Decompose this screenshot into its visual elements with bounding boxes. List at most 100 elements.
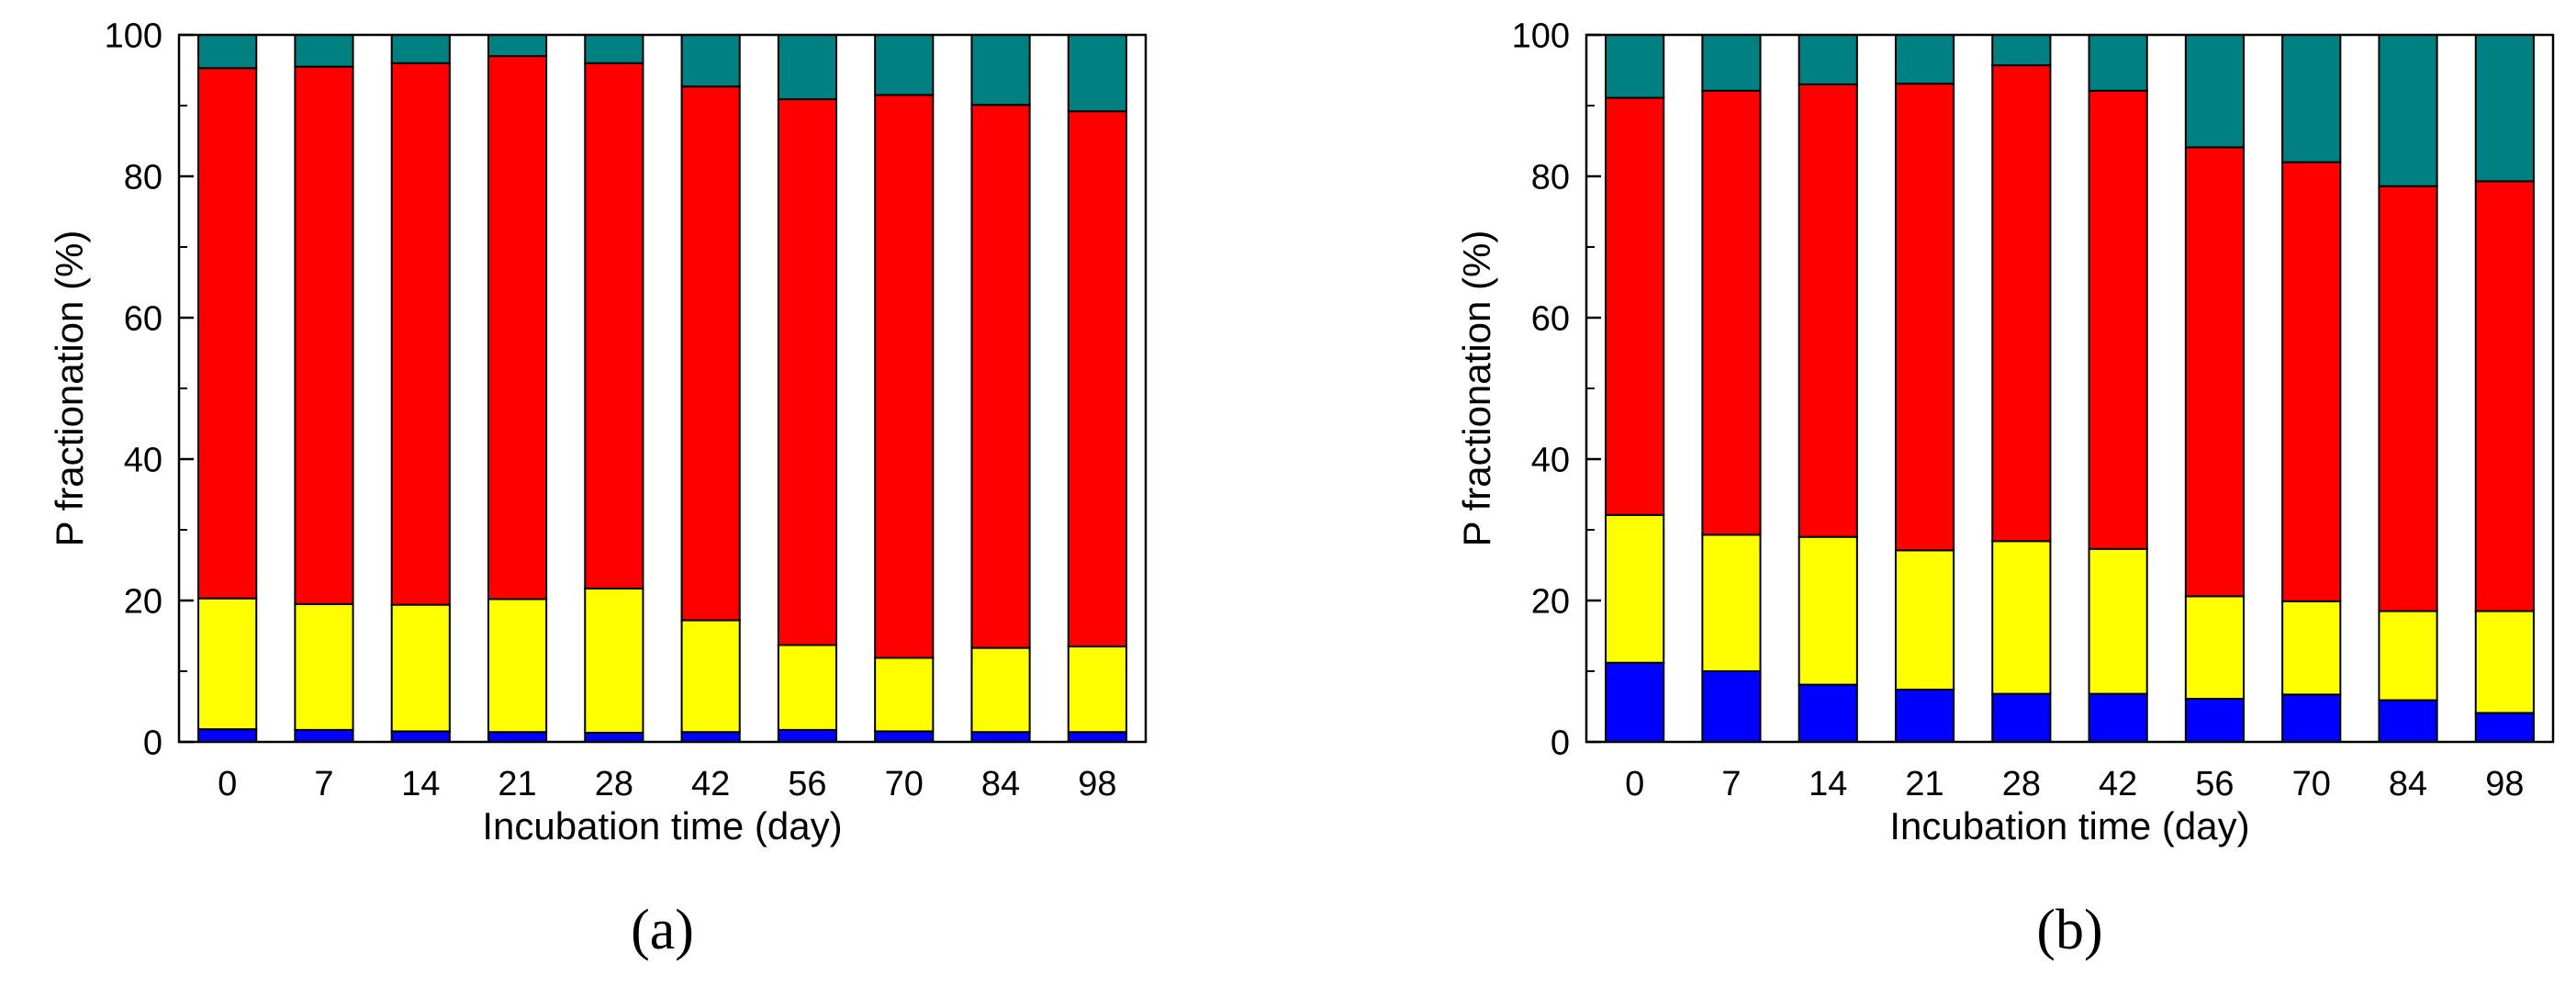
bar-segment_4-day-7 (294, 34, 354, 68)
x-tick-label: 14 (401, 765, 440, 803)
bar-segment_4-day-14 (1798, 34, 1858, 85)
bar-segment_2-day-0 (1605, 513, 1665, 664)
x-axis-label: Incubation time (day) (1889, 804, 2249, 848)
bar-segment_3-day-98 (2474, 180, 2535, 612)
bar-segment_2-day-84 (2378, 610, 2438, 702)
bar-segment_2-day-21 (1894, 549, 1955, 691)
bar-segment_1-day-84 (970, 731, 1031, 743)
y-tick-label: 20 (1531, 582, 1570, 621)
bar-segment_3-day-56 (777, 98, 838, 646)
x-tick-label: 28 (595, 765, 633, 803)
bar-segment_3-day-98 (1067, 110, 1127, 648)
bar-segment_1-day-28 (584, 731, 644, 743)
bar-segment_2-day-28 (1991, 540, 2052, 695)
bar-segment_2-day-98 (1067, 646, 1127, 734)
x-axis-label: Incubation time (day) (482, 804, 842, 848)
bar-segment_1-day-98 (2474, 712, 2535, 743)
bar-segment_1-day-98 (1067, 731, 1127, 743)
bar-segment_4-day-0 (1605, 34, 1665, 99)
bar-segment_3-day-21 (1894, 83, 1955, 552)
panel-a-chart: 0 20 40 60 80 100 0 7 14 21 28 42 56 70 84 98 Incubation… (48, 17, 1148, 961)
y-axis-label: P fractionation (%) (48, 230, 91, 547)
bar-segment_1-day-7 (294, 728, 354, 743)
bar-segment_2-day-7 (1701, 533, 1762, 673)
x-tick-label: 7 (314, 765, 333, 803)
bar-segment_4-day-7 (1701, 34, 1762, 92)
bar-segment_4-day-70 (874, 34, 935, 96)
bar-segment_3-day-42 (2088, 89, 2148, 550)
y-tick-label: 40 (124, 441, 162, 479)
x-tick-label: 70 (2292, 765, 2331, 803)
bar-segment_2-day-7 (294, 602, 354, 731)
bar-segment_3-day-70 (874, 94, 935, 659)
bar-segment_3-day-14 (390, 62, 451, 606)
bar-segment_4-day-14 (390, 34, 451, 64)
bar-segment_3-day-7 (1701, 89, 1762, 536)
y-tick-label: 0 (1551, 724, 1570, 762)
x-tick-label: 14 (1809, 765, 1847, 803)
bar-segment_2-day-42 (2088, 547, 2148, 695)
y-tick-label: 0 (143, 724, 162, 762)
bar-segment_1-day-0 (1605, 661, 1665, 744)
x-tick-label: 28 (2002, 765, 2041, 803)
panel-label: (a) (631, 899, 694, 961)
bar-segment_3-day-28 (1991, 64, 2052, 543)
x-tick-label: 7 (1721, 765, 1741, 803)
y-tick-label: 80 (124, 158, 162, 196)
bar-segment_4-day-42 (680, 34, 741, 88)
bar-segment_2-day-0 (197, 597, 258, 731)
bar-segment_2-day-70 (2281, 600, 2342, 696)
bar-segment_1-day-14 (1798, 683, 1858, 744)
bar-segment_4-day-21 (1894, 34, 1955, 85)
x-tick-label: 42 (2099, 765, 2137, 803)
bar-segment_2-day-56 (2184, 595, 2246, 701)
x-tick-label: 84 (981, 765, 1020, 803)
bar-segment_3-day-0 (1605, 96, 1665, 516)
panel-label: (b) (2036, 899, 2102, 961)
bar-segment_3-day-42 (680, 85, 741, 622)
bar-segment_4-day-98 (1067, 34, 1127, 113)
bar-segment_1-day-56 (777, 728, 838, 743)
bar-segment_4-day-28 (584, 34, 644, 64)
x-tick-label: 0 (1625, 765, 1644, 803)
y-tick-label: 100 (105, 17, 162, 55)
bar-segment_2-day-42 (680, 619, 741, 734)
bar-segment_1-day-56 (2184, 698, 2246, 744)
y-axis-label: P fractionation (%) (1455, 230, 1498, 547)
bar-segment_2-day-14 (390, 603, 451, 733)
x-tick-label: 0 (218, 765, 237, 803)
x-tick-label: 56 (2195, 765, 2234, 803)
y-tick-label: 60 (1531, 299, 1570, 338)
bar-segment_1-day-70 (874, 730, 935, 744)
bar-segment_3-day-21 (487, 55, 548, 601)
x-tick-label: 21 (1905, 765, 1943, 803)
bar-segment_4-day-98 (2474, 34, 2535, 183)
x-tick-label: 21 (498, 765, 536, 803)
bar-segment_2-day-21 (487, 598, 548, 734)
bar-segment_1-day-70 (2281, 693, 2342, 743)
y-tick-label: 100 (1512, 17, 1570, 55)
bar-segment_4-day-42 (2088, 34, 2148, 92)
bar-segment_4-day-70 (2281, 34, 2342, 163)
bar-segment_2-day-56 (777, 644, 838, 731)
bar-segment_4-day-84 (970, 34, 1031, 107)
bar-segment_1-day-42 (680, 731, 741, 743)
bar-segment_3-day-7 (294, 65, 354, 605)
bar-segment_2-day-70 (874, 657, 935, 733)
bar-segment_3-day-14 (1798, 83, 1858, 538)
bar-segment_2-day-84 (970, 646, 1031, 734)
bar-segment_4-day-21 (487, 34, 548, 58)
bar-segment_1-day-42 (2088, 692, 2148, 744)
bar-segment_1-day-0 (197, 728, 258, 744)
bar-segment_4-day-56 (777, 34, 838, 101)
bar-segment_3-day-28 (584, 62, 644, 589)
bar-segment_4-day-84 (2378, 34, 2438, 187)
x-tick-label: 98 (1078, 765, 1116, 803)
x-tick-label: 84 (2389, 765, 2427, 803)
x-tick-label: 70 (885, 765, 924, 803)
y-tick-label: 80 (1531, 158, 1570, 196)
bar-segment_3-day-0 (197, 67, 258, 600)
bar-segment_1-day-84 (2378, 699, 2438, 744)
x-tick-label: 56 (788, 765, 826, 803)
x-tick-label: 98 (2485, 765, 2524, 803)
